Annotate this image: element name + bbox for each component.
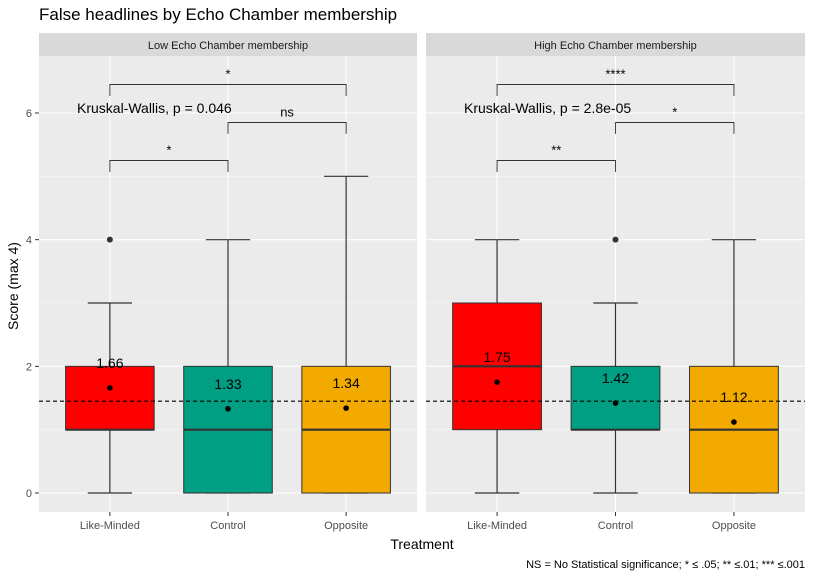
y-tick-label: 6 (26, 108, 32, 120)
facet-strip (426, 33, 805, 56)
mean-point (343, 405, 349, 411)
facet-panels: Low Echo Chamber membership 1.66 1.33 1.34 *… (39, 33, 805, 532)
x-axis-label: Treatment (390, 536, 453, 552)
mean-label: 1.12 (720, 389, 747, 405)
chart-title: False headlines by Echo Chamber membersh… (39, 5, 397, 24)
significance-label: **** (605, 67, 625, 82)
significance-bracket (496, 160, 616, 172)
significance-bracket (615, 122, 735, 134)
significance-bracket (496, 84, 735, 96)
box-control: 1.42 (570, 236, 661, 494)
x-tick-label: Control (210, 520, 245, 532)
significance-label: * (672, 105, 677, 120)
outlier-point (106, 236, 113, 243)
y-tick-label: 0 (26, 488, 32, 500)
significance-bracket (227, 122, 347, 134)
facet-strip-label: Low Echo Chamber membership (148, 40, 308, 52)
significance-label: ** (551, 143, 561, 158)
mean-point (731, 419, 737, 425)
box-opposite: 1.34 (301, 175, 391, 494)
x-tick-label: Control (598, 520, 633, 532)
facet-panel: Low Echo Chamber membership 1.66 1.33 1.34 *… (39, 33, 417, 532)
y-axis-label: Score (max 4) (5, 242, 21, 330)
mean-label: 1.34 (333, 375, 360, 391)
mean-label: 1.75 (483, 349, 510, 365)
box-body (65, 365, 155, 431)
significance-caption: NS = No Statistical significance; * ≤ .0… (526, 559, 805, 571)
box-like-minded: 1.75 (452, 239, 542, 494)
y-tick-label: 4 (26, 235, 32, 247)
mean-point (225, 405, 231, 412)
mean-point (494, 379, 500, 385)
facet-strip-label: High Echo Chamber membership (534, 40, 697, 52)
significance-label: * (225, 67, 230, 82)
box-opposite: 1.12 (689, 239, 779, 494)
y-tick-label: 2 (26, 361, 32, 373)
x-tick-label: Opposite (712, 520, 756, 532)
box-control: 1.33 (183, 239, 273, 494)
facet-panel: High Echo Chamber membership 1.75 1.42 1.12… (426, 33, 805, 532)
kruskal-wallis-label: Kruskal-Wallis, p = 0.046 (77, 100, 232, 116)
box-like-minded: 1.66 (65, 236, 155, 494)
significance-label: ns (280, 105, 294, 120)
significance-label: * (166, 143, 171, 158)
facet-strip (39, 33, 417, 56)
kruskal-wallis-label: Kruskal-Wallis, p = 2.8e-05 (464, 100, 631, 116)
significance-bracket (109, 84, 347, 96)
x-tick-label: Like-Minded (467, 520, 527, 532)
mean-label: 1.66 (96, 355, 123, 371)
significance-bracket (109, 160, 229, 172)
outlier-point (612, 236, 619, 243)
x-tick-label: Like-Minded (80, 520, 140, 532)
x-tick-label: Opposite (324, 520, 368, 532)
mean-label: 1.42 (602, 370, 629, 386)
y-axis: 0 2 4 6 (26, 108, 39, 500)
mean-point (107, 385, 113, 391)
mean-label: 1.33 (214, 376, 241, 392)
box-body (570, 365, 661, 431)
